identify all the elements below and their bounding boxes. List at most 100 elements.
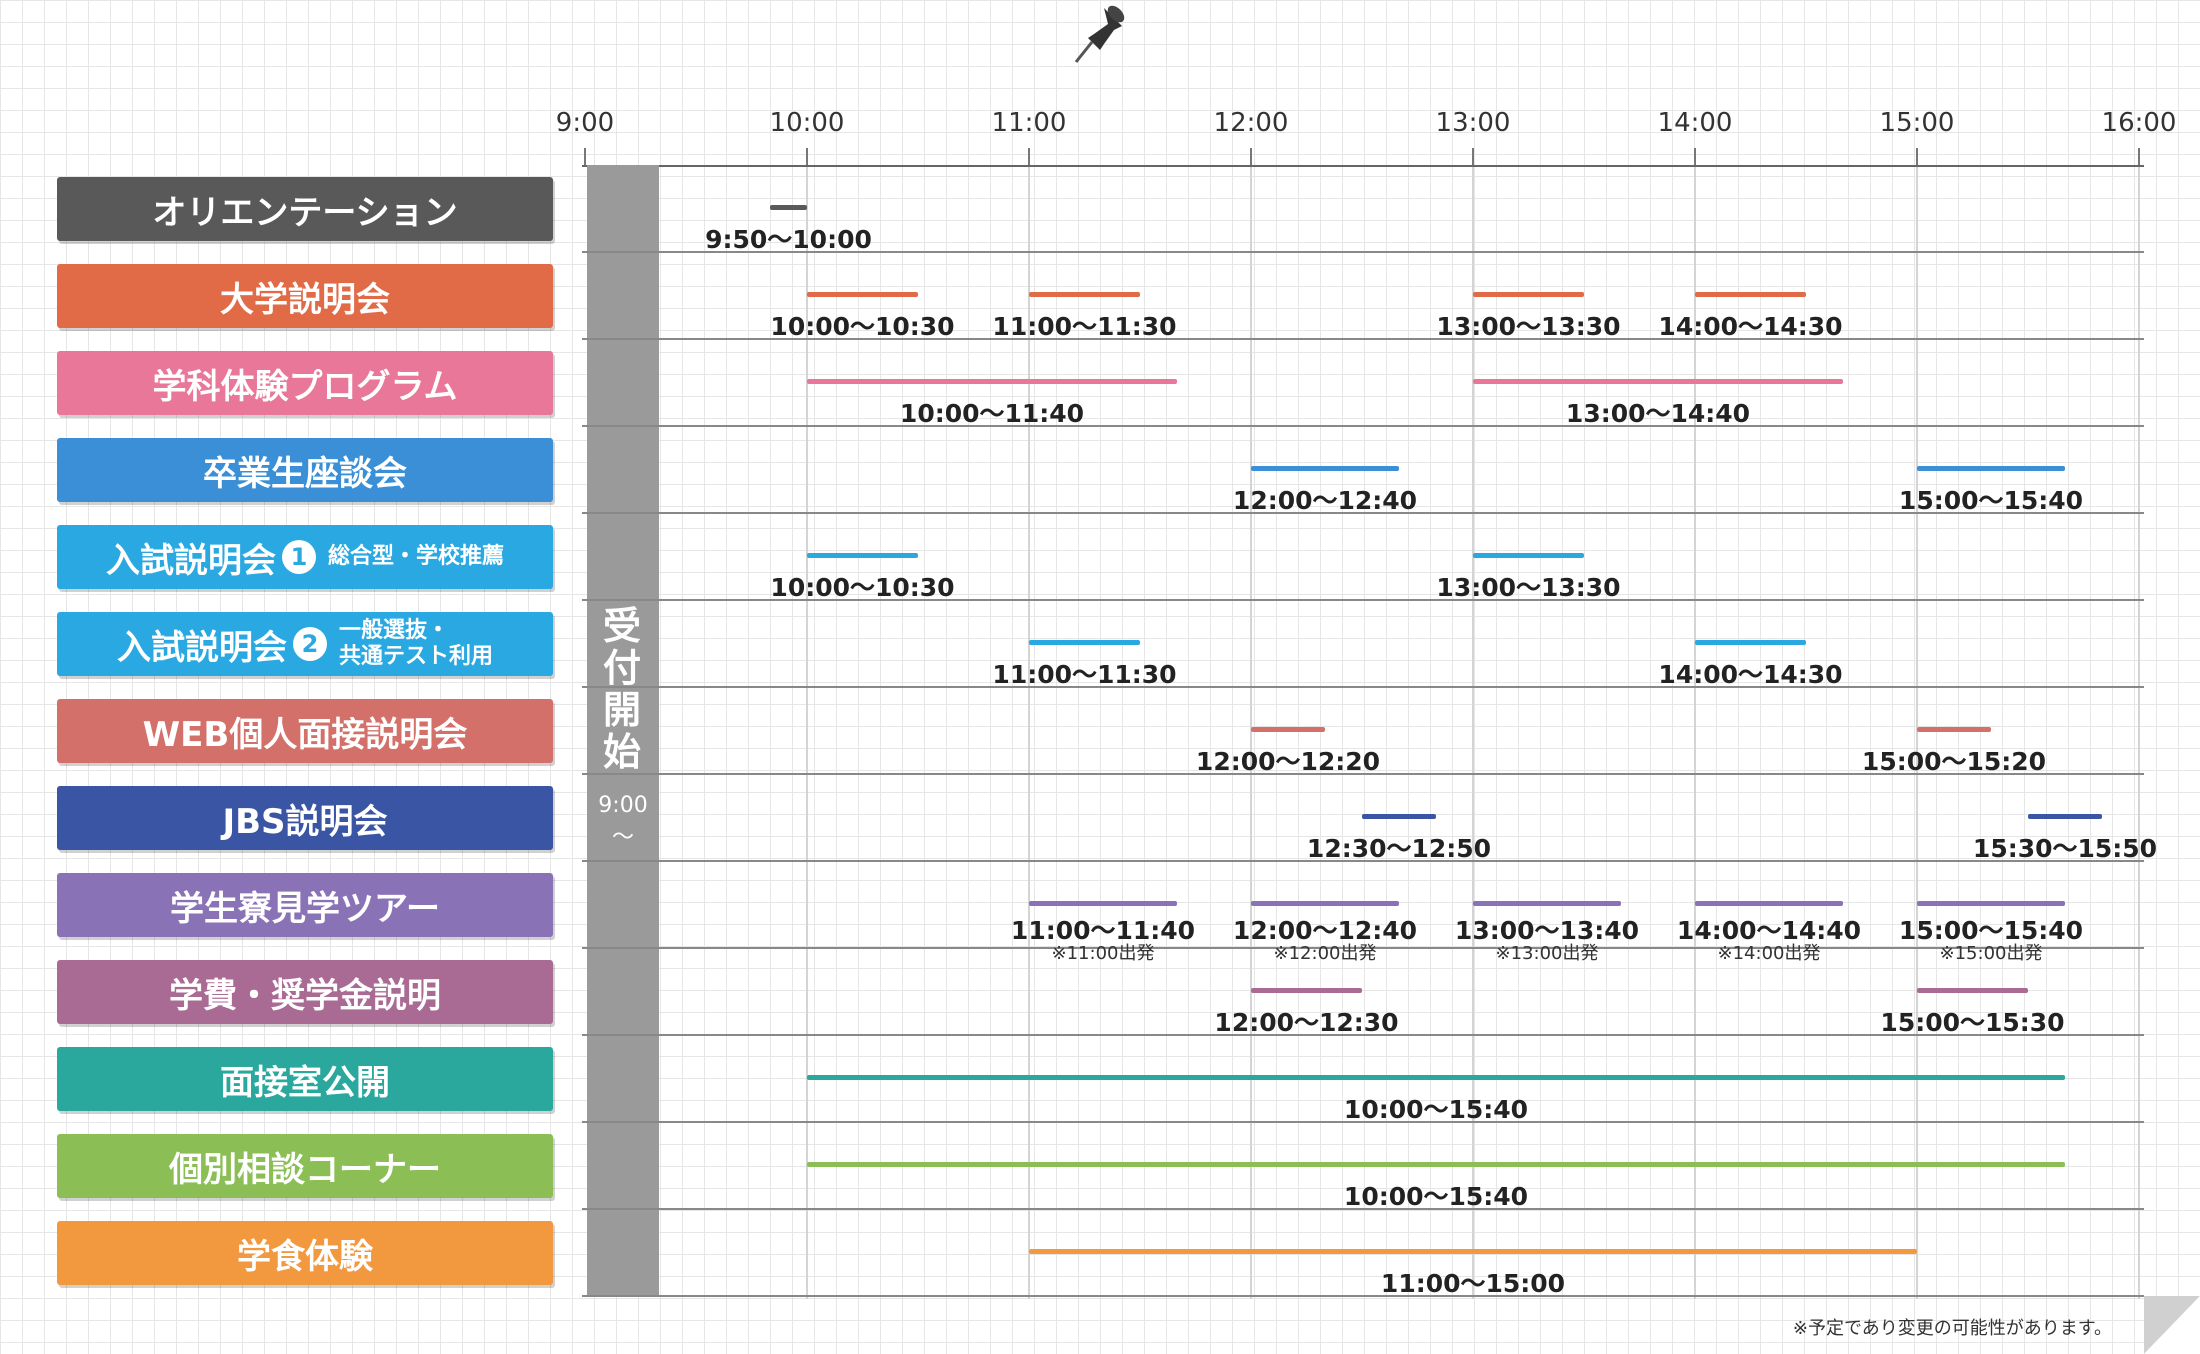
program-name: オリエンテーション [152,192,458,233]
session-bar [1473,379,1843,384]
session-time: 15:00〜15:30 [1880,1008,2065,1037]
session-time: 13:00〜13:30 [1436,573,1621,602]
program-label: 学食体験 [57,1221,553,1285]
session-time: 12:30〜12:50 [1306,834,1492,863]
session-time: 10:00〜11:40 [899,399,1085,428]
time-label: 14:00 [1657,108,1733,138]
session-time: 15:00〜15:40 [1898,486,2084,515]
reception-tilde: 〜 [611,825,634,850]
row-divider [582,599,2144,601]
session-bar [807,1162,2065,1167]
program-name: 学生寮見学ツアー [170,888,440,929]
row-divider [582,947,2144,949]
session-time: 12:00〜12:40 [1232,916,1418,945]
time-label: 16:00 [2101,108,2177,138]
reception-time: 9:00 [598,793,648,818]
session-time: 13:00〜13:30 [1436,312,1621,341]
departure-note: ※14:00出発 [1717,943,1821,964]
session-bar [1251,901,1399,906]
row-divider [582,860,2144,862]
time-label: 9:00 [555,108,615,138]
session-time: 15:30〜15:50 [1972,834,2158,863]
program-label: 卒業生座談会 [57,438,553,502]
reception-title: 受付開始 [602,604,643,774]
program-name: 大学説明会 [220,279,390,320]
session-bar [1695,640,1806,645]
page-curl-icon [2144,1296,2200,1354]
time-label: 11:00 [991,108,1067,138]
session-bar [807,292,918,297]
disclaimer-note: ※予定であり変更の可能性があります。 [1792,1318,2112,1339]
session-time: 11:00〜11:30 [992,660,1177,689]
session-bar [1917,901,2065,906]
program-label: 学生寮見学ツアー [57,873,553,937]
row-divider [582,1121,2144,1123]
session-time: 14:00〜14:40 [1676,916,1862,945]
session-time: 15:00〜15:20 [1861,747,2047,776]
time-label: 13:00 [1435,108,1511,138]
session-time: 11:00〜11:40 [1010,916,1196,945]
program-name: JBS説明会 [222,801,388,842]
session-bar [1473,292,1584,297]
session-time: 9:50〜10:00 [705,225,872,254]
departure-note: ※12:00出発 [1273,943,1377,964]
program-label: 学科体験プログラム [57,351,553,415]
program-name: 卒業生座談会 [203,453,407,494]
program-label: 学費・奨学金説明 [57,960,553,1024]
hour-gridline [1250,165,1252,1299]
row-divider [582,1295,2144,1297]
program-name: 学科体験プログラム [152,366,458,407]
row-divider [582,1208,2144,1210]
time-tick [1250,148,1252,166]
session-time: 10:00〜10:30 [770,312,955,341]
session-bar [807,553,918,558]
program-label: JBS説明会 [57,786,553,850]
program-label: 個別相談コーナー [57,1134,553,1198]
session-time: 15:00〜15:40 [1898,916,2084,945]
session-time: 13:00〜14:40 [1565,399,1751,428]
time-tick [584,148,586,166]
session-bar [1917,988,2028,993]
program-name: 個別相談コーナー [169,1149,441,1190]
departure-note: ※13:00出発 [1495,943,1599,964]
session-number-badge: 2 [292,627,327,661]
session-time: 14:00〜14:30 [1658,660,1843,689]
program-name: 入試説明会 [105,540,276,581]
pushpin-icon [1074,5,1125,63]
session-bar [1473,901,1621,906]
session-bar [807,1075,2065,1080]
session-bar [807,379,1177,384]
session-time: 12:00〜12:20 [1195,747,1381,776]
program-name: 学費・奨学金説明 [169,975,441,1016]
session-bar [1695,901,1843,906]
session-number-badge: 1 [281,540,316,574]
program-label: 面接室公開 [57,1047,553,1111]
session-time: 10:00〜15:40 [1343,1182,1529,1211]
time-tick [1472,148,1474,166]
session-time: 10:00〜15:40 [1343,1095,1529,1124]
session-time: 10:00〜10:30 [770,573,955,602]
departure-note: ※15:00出発 [1939,943,2043,964]
session-time: 11:00〜11:30 [992,312,1177,341]
hour-gridline [1694,165,1696,1299]
program-subtitle: 一般選抜・ 共通テスト利用 [338,618,493,669]
time-tick [1916,148,1918,166]
time-label: 10:00 [769,108,845,138]
session-time: 11:00〜15:00 [1380,1269,1566,1298]
session-bar [770,205,807,210]
session-time: 13:00〜13:40 [1454,916,1640,945]
row-divider [582,773,2144,775]
row-divider [582,686,2144,688]
row-divider [582,251,2144,253]
row-divider [582,1034,2144,1036]
hour-gridline [1028,165,1030,1299]
program-subtitle: 総合型・学校推薦 [327,544,504,569]
hour-gridline [806,165,808,1299]
session-bar [1251,466,1399,471]
hour-gridline [1916,165,1918,1299]
program-label: WEB個人面接説明会 [57,699,553,763]
departure-note: ※11:00出発 [1051,943,1155,964]
session-bar [1917,466,2065,471]
session-time: 12:00〜12:40 [1232,486,1418,515]
